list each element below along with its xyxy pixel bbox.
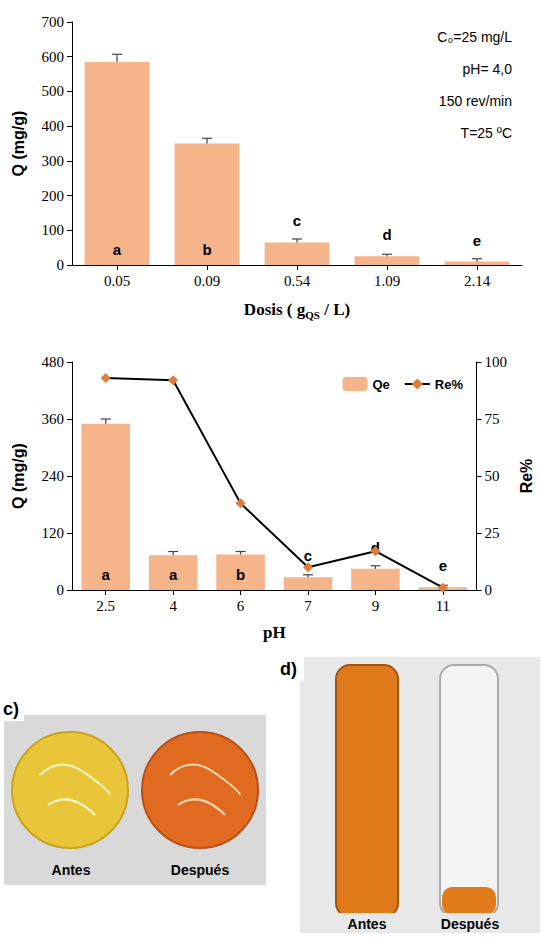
svg-text:QS: QS <box>305 309 320 321</box>
svg-text:0.54: 0.54 <box>284 273 311 289</box>
svg-text:c): c) <box>3 699 19 719</box>
svg-text:0.05: 0.05 <box>104 273 130 289</box>
svg-text:600: 600 <box>42 49 65 65</box>
svg-text:6: 6 <box>237 598 245 614</box>
svg-text:1.09: 1.09 <box>374 273 400 289</box>
svg-text:Después: Después <box>441 916 500 932</box>
svg-text:Dosis ( g: Dosis ( g <box>244 300 306 319</box>
svg-text:300: 300 <box>42 153 65 169</box>
svg-text:100: 100 <box>42 222 65 238</box>
svg-text:360: 360 <box>42 411 65 427</box>
svg-text:pH: pH <box>263 623 286 642</box>
svg-text:Antes: Antes <box>52 862 91 878</box>
svg-text:500: 500 <box>42 83 65 99</box>
svg-text:c: c <box>293 212 301 229</box>
svg-text:c: c <box>304 547 312 564</box>
svg-text:b: b <box>202 241 211 258</box>
svg-text:d: d <box>370 538 380 556</box>
svg-text:400: 400 <box>42 118 65 134</box>
svg-text:200: 200 <box>42 188 65 204</box>
svg-text:Antes: Antes <box>348 916 387 932</box>
svg-text:7: 7 <box>304 598 312 614</box>
svg-text:4: 4 <box>169 598 177 614</box>
svg-text:0: 0 <box>57 582 65 598</box>
svg-text:T=25 ºC: T=25 ºC <box>461 125 512 141</box>
svg-text:0: 0 <box>485 582 493 598</box>
svg-text:Q (mg/g): Q (mg/g) <box>10 111 27 177</box>
svg-text:Qe: Qe <box>372 377 389 392</box>
svg-text:480: 480 <box>42 354 65 370</box>
svg-text:/ L): / L) <box>320 300 350 319</box>
svg-text:120: 120 <box>42 525 65 541</box>
svg-text:Después: Después <box>171 862 230 878</box>
svg-text:25: 25 <box>485 525 500 541</box>
svg-text:240: 240 <box>42 468 65 484</box>
svg-text:2.14: 2.14 <box>464 273 491 289</box>
svg-text:a: a <box>102 566 111 583</box>
svg-text:Re%: Re% <box>435 377 464 392</box>
svg-text:11: 11 <box>436 598 450 614</box>
svg-text:75: 75 <box>485 411 500 427</box>
svg-text:150 rev/min: 150 rev/min <box>439 93 512 109</box>
svg-text:d: d <box>382 226 391 243</box>
svg-text:100: 100 <box>485 354 508 370</box>
svg-text:b: b <box>236 566 245 583</box>
svg-text:a: a <box>169 566 178 583</box>
svg-text:a: a <box>113 241 122 258</box>
svg-text:e: e <box>473 232 481 249</box>
svg-text:0.09: 0.09 <box>194 273 220 289</box>
svg-text:e: e <box>439 557 447 574</box>
svg-text:700: 700 <box>42 14 65 30</box>
svg-text:0: 0 <box>57 257 65 273</box>
svg-text:Q (mg/g): Q (mg/g) <box>10 443 27 509</box>
svg-text:9: 9 <box>372 598 380 614</box>
svg-text:50: 50 <box>485 468 500 484</box>
svg-text:C₀=25 mg/L: C₀=25 mg/L <box>437 29 512 45</box>
svg-text:pH= 4,0: pH= 4,0 <box>463 61 513 77</box>
svg-text:Re%: Re% <box>518 459 535 494</box>
svg-text:2.5: 2.5 <box>96 598 115 614</box>
svg-text:d): d) <box>280 659 297 679</box>
